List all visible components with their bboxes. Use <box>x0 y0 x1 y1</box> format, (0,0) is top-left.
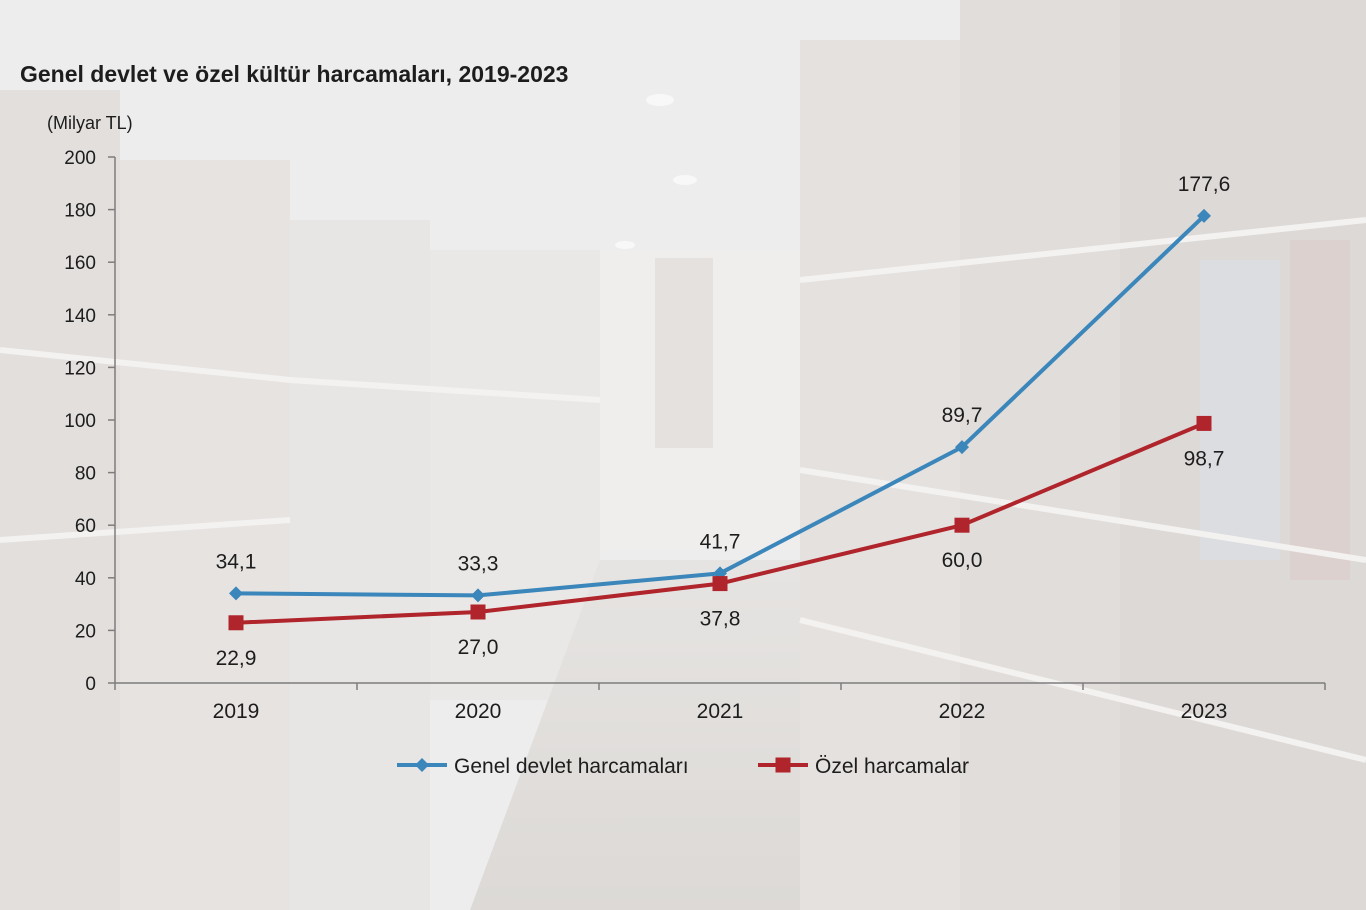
x-tick-label: 2021 <box>697 700 744 723</box>
x-tick-label: 2020 <box>455 700 502 723</box>
x-tick-label: 2022 <box>939 700 986 723</box>
y-tick-label: 200 <box>64 148 96 169</box>
data-point-marker <box>1197 208 1211 223</box>
chart-title: Genel devlet ve özel kültür harcamaları,… <box>20 61 568 87</box>
legend-label: Genel devlet harcamaları <box>454 755 689 778</box>
y-tick-label: 160 <box>64 253 96 274</box>
data-label: 177,6 <box>1178 173 1231 196</box>
data-label: 89,7 <box>942 404 983 427</box>
data-point-marker <box>228 615 244 631</box>
legend-item[interactable]: Genel devlet harcamaları <box>397 755 689 778</box>
y-tick-label: 60 <box>75 516 96 537</box>
data-label: 34,1 <box>216 550 257 573</box>
y-tick-label: 20 <box>75 621 96 642</box>
series-ozel: 22,9 27,0 37,8 60,0 98,7 <box>216 415 1225 670</box>
y-tick-label: 40 <box>75 569 96 590</box>
data-label: 27,0 <box>458 636 499 659</box>
series-genel-devlet: 34,1 33,3 41,7 89,7 177,6 <box>216 173 1231 603</box>
y-tick-label: 0 <box>85 674 96 695</box>
data-point-marker <box>470 604 486 620</box>
x-tick-label: 2023 <box>1181 700 1228 723</box>
data-point-marker <box>712 576 728 592</box>
data-point-marker <box>229 586 243 601</box>
legend-label: Özel harcamalar <box>815 755 969 778</box>
y-tick-label: 80 <box>75 464 96 485</box>
legend-item[interactable]: Özel harcamalar <box>758 755 969 778</box>
data-point-marker <box>471 588 485 603</box>
data-label: 33,3 <box>458 552 499 575</box>
data-label: 41,7 <box>700 530 741 553</box>
legend[interactable]: Genel devlet harcamaları Özel harcamalar <box>397 755 969 778</box>
legend-marker <box>415 758 429 772</box>
data-label: 60,0 <box>942 549 983 572</box>
y-tick-label: 120 <box>64 358 96 379</box>
y-unit-label: (Milyar TL) <box>47 113 133 133</box>
axes: 0 20 40 60 80 100 120 140 160 180 200 2019 2020 2021 2… <box>64 148 1326 723</box>
data-point-marker <box>954 517 970 533</box>
data-label: 37,8 <box>700 608 741 631</box>
y-tick-label: 180 <box>64 201 96 222</box>
series-layer: 34,1 33,3 41,7 89,7 177,6 22,9 27,0 37,8 60,0 98,… <box>216 173 1231 670</box>
y-tick-label: 100 <box>64 411 96 432</box>
x-tick-label: 2019 <box>213 700 260 723</box>
legend-marker <box>775 757 791 773</box>
data-point-marker <box>1196 415 1212 431</box>
data-point-marker <box>955 440 969 455</box>
data-label: 22,9 <box>216 647 257 670</box>
y-tick-label: 140 <box>64 306 96 327</box>
data-label: 98,7 <box>1184 447 1225 470</box>
